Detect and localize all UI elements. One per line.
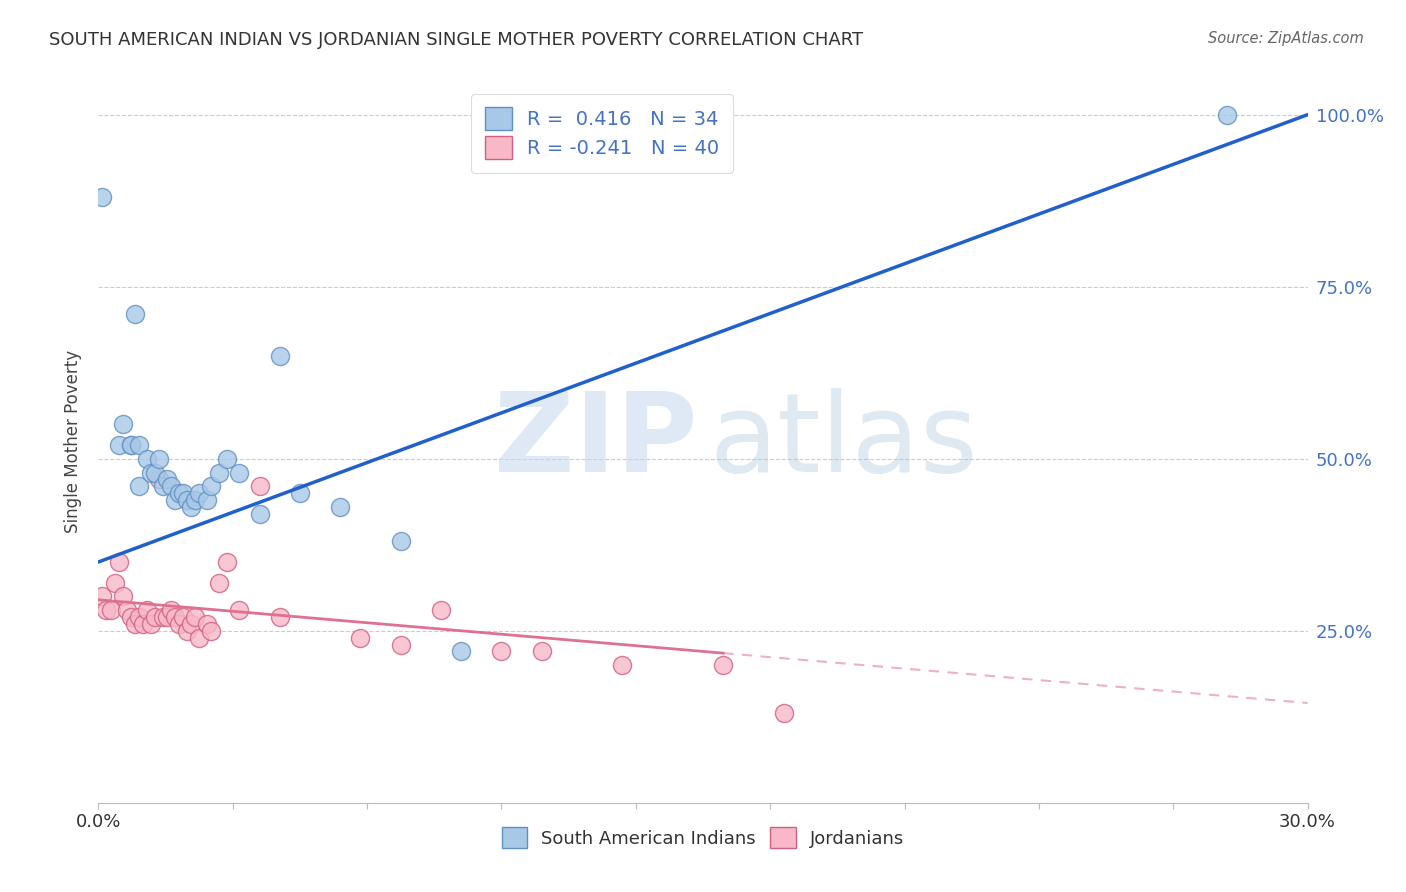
Point	[132, 616, 155, 631]
Point	[111, 417, 134, 432]
Point	[176, 493, 198, 508]
Point	[217, 451, 239, 466]
Point	[148, 451, 170, 466]
Point	[152, 610, 174, 624]
Legend: South American Indians, Jordanians: South American Indians, Jordanians	[495, 820, 911, 855]
Point	[228, 603, 250, 617]
Point	[389, 534, 412, 549]
Point	[120, 438, 142, 452]
Point	[139, 616, 162, 631]
Point	[124, 307, 146, 321]
Point	[152, 479, 174, 493]
Text: SOUTH AMERICAN INDIAN VS JORDANIAN SINGLE MOTHER POVERTY CORRELATION CHART: SOUTH AMERICAN INDIAN VS JORDANIAN SINGL…	[49, 31, 863, 49]
Point	[200, 624, 222, 638]
Point	[208, 466, 231, 480]
Point	[135, 451, 157, 466]
Point	[188, 631, 211, 645]
Point	[195, 493, 218, 508]
Point	[148, 472, 170, 486]
Point	[208, 575, 231, 590]
Text: Source: ZipAtlas.com: Source: ZipAtlas.com	[1208, 31, 1364, 46]
Point	[530, 644, 553, 658]
Point	[612, 658, 634, 673]
Point	[103, 575, 125, 590]
Point	[167, 616, 190, 631]
Point	[128, 610, 150, 624]
Point	[195, 616, 218, 631]
Point	[120, 610, 142, 624]
Point	[91, 190, 114, 204]
Point	[96, 603, 118, 617]
Point	[269, 349, 291, 363]
Point	[160, 479, 183, 493]
Point	[115, 603, 138, 617]
Point	[200, 479, 222, 493]
Text: ZIP: ZIP	[494, 388, 697, 495]
Point	[217, 555, 239, 569]
Point	[188, 486, 211, 500]
Point	[430, 603, 453, 617]
Point	[249, 507, 271, 521]
Point	[172, 486, 194, 500]
Point	[269, 610, 291, 624]
Point	[163, 493, 186, 508]
Point	[160, 603, 183, 617]
Point	[163, 610, 186, 624]
Point	[135, 603, 157, 617]
Text: atlas: atlas	[709, 388, 977, 495]
Point	[772, 706, 794, 721]
Point	[180, 500, 202, 514]
Point	[124, 616, 146, 631]
Point	[288, 486, 311, 500]
Point	[329, 500, 352, 514]
Point	[167, 486, 190, 500]
Point	[180, 616, 202, 631]
Point	[172, 610, 194, 624]
Point	[711, 658, 734, 673]
Point	[128, 479, 150, 493]
Point	[184, 493, 207, 508]
Point	[176, 624, 198, 638]
Point	[156, 472, 179, 486]
Point	[107, 555, 129, 569]
Point	[249, 479, 271, 493]
Point	[128, 438, 150, 452]
Point	[120, 438, 142, 452]
Point	[184, 610, 207, 624]
Point	[100, 603, 122, 617]
Point	[139, 466, 162, 480]
Point	[107, 438, 129, 452]
Point	[111, 590, 134, 604]
Point	[228, 466, 250, 480]
Y-axis label: Single Mother Poverty: Single Mother Poverty	[65, 350, 83, 533]
Point	[143, 466, 166, 480]
Point	[1216, 108, 1239, 122]
Point	[389, 638, 412, 652]
Point	[143, 610, 166, 624]
Point	[491, 644, 513, 658]
Point	[349, 631, 371, 645]
Point	[450, 644, 472, 658]
Point	[156, 610, 179, 624]
Point	[91, 590, 114, 604]
